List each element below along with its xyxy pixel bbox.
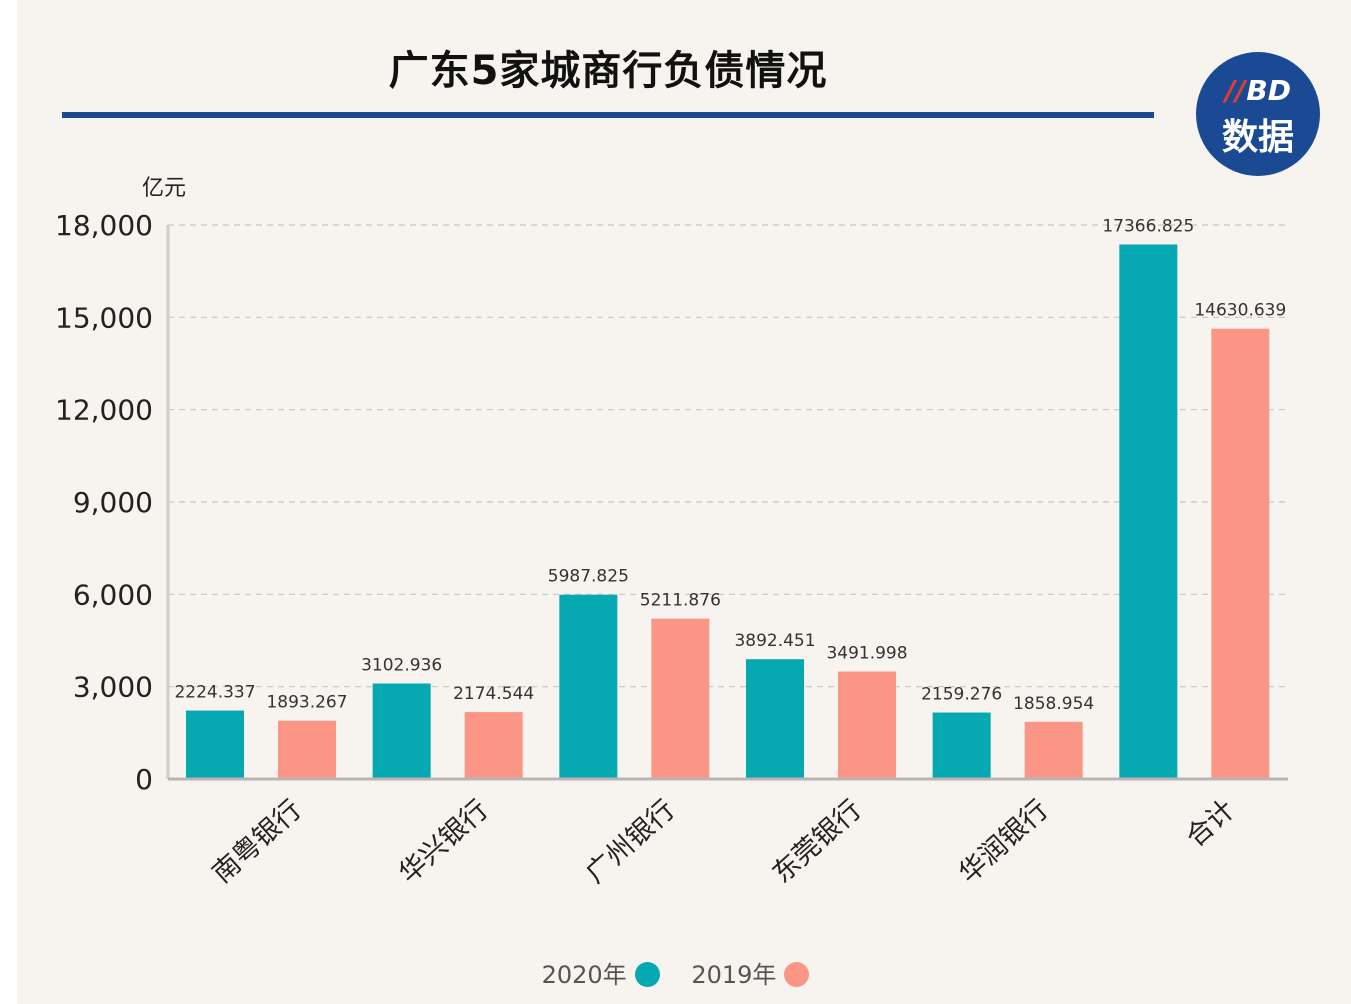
logo-text-top: BD [1246, 74, 1292, 107]
bar [1024, 721, 1083, 779]
value-labels: 2224.337 1893.267 3102.936 2174.544 5987.825… [174, 216, 1286, 713]
value-label: 3102.936 [361, 655, 442, 675]
value-label: 5987.825 [548, 567, 629, 587]
value-label: 14630.639 [1194, 301, 1286, 321]
logo-mark-icon: // [1224, 74, 1246, 107]
value-label: 2159.276 [921, 685, 1002, 705]
x-tick-label: 华润银行 [953, 794, 1054, 889]
bar [746, 659, 804, 779]
value-label: 2224.337 [174, 683, 255, 703]
x-tick-labels: 南粤银行 华兴银行 广州银行 东莞银行 华润银行 合计 [207, 794, 1241, 889]
x-tick-label: 南粤银行 [207, 794, 308, 889]
x-tick-label: 东莞银行 [767, 794, 868, 889]
bar [186, 710, 244, 779]
value-label: 5211.876 [640, 591, 721, 611]
bar [838, 671, 896, 779]
y-tick-label: 18,000 [55, 209, 153, 242]
legend-item-2019: 2019年 [691, 955, 810, 990]
axes [166, 225, 1288, 781]
y-tick-label: 6,000 [73, 578, 153, 611]
chart-title: 广东5家城商行负债情况 [388, 48, 828, 94]
x-tick-label: 华兴银行 [393, 794, 494, 889]
y-tick-label: 3,000 [73, 671, 153, 704]
title-rule [62, 112, 1154, 118]
y-tick-label: 15,000 [55, 301, 153, 334]
value-label: 1858.954 [1013, 694, 1094, 714]
bar [651, 618, 710, 779]
x-tick-label: 合计 [1180, 794, 1241, 853]
legend-item-2020: 2020年 [542, 955, 660, 990]
bar [372, 683, 431, 779]
bar [1119, 244, 1178, 779]
bar [278, 720, 336, 779]
legend-label-2020: 2020年 [541, 961, 627, 989]
y-tick-label: 0 [135, 763, 153, 796]
value-label: 3491.998 [826, 644, 907, 664]
value-label: 2174.544 [453, 684, 534, 704]
nbd-logo: //BD 数据 [1196, 52, 1320, 176]
value-label: 3892.451 [734, 631, 815, 651]
y-tick-label: 12,000 [55, 394, 153, 427]
bar [1211, 328, 1270, 779]
y-tick-labels: 0 3,000 6,000 9,000 12,000 15,000 18,000 [55, 209, 153, 796]
legend-swatch-2020 [634, 962, 660, 987]
y-axis-unit: 亿元 [142, 176, 187, 201]
bar [559, 594, 618, 779]
bar [464, 712, 523, 779]
legend-swatch-2019 [784, 962, 810, 987]
value-label: 17366.825 [1102, 216, 1194, 236]
legend-label-2019: 2019年 [691, 961, 777, 989]
y-tick-label: 9,000 [73, 486, 153, 519]
legend: 2020年 2019年 [0, 955, 1351, 990]
x-tick-label: 广州银行 [580, 794, 681, 889]
logo-text-bottom: 数据 [1221, 117, 1294, 158]
bars [186, 244, 1270, 779]
value-label: 1893.267 [266, 693, 347, 713]
bar [932, 712, 991, 779]
